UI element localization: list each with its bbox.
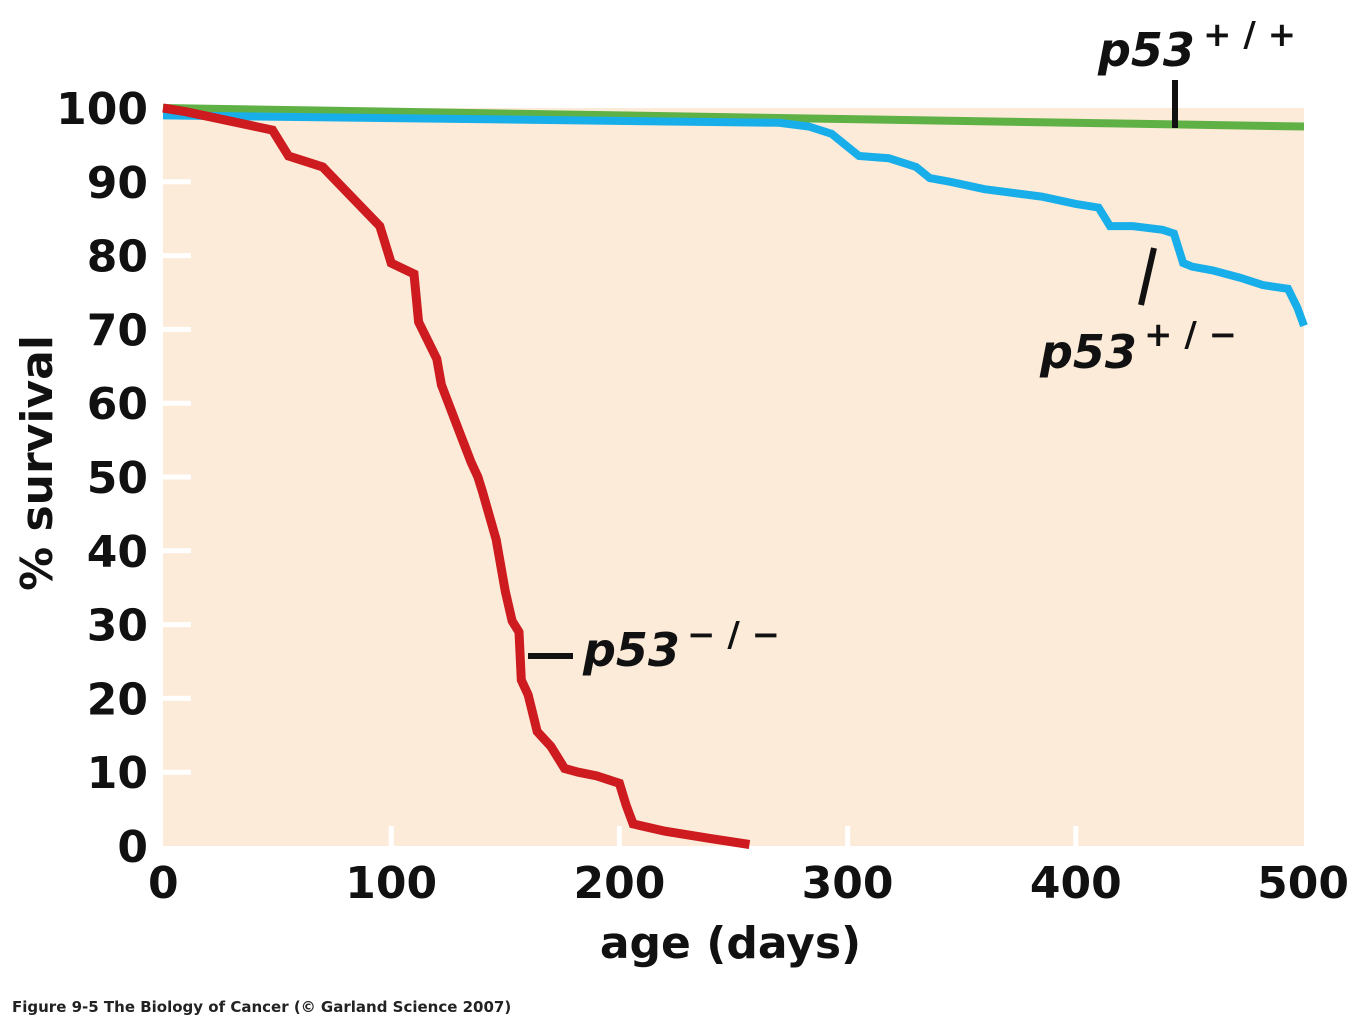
plot-area xyxy=(163,108,1304,846)
x-tick-label: 400 xyxy=(1030,858,1122,909)
label-leader-lines xyxy=(528,80,1178,659)
axis-ticks xyxy=(163,179,1079,846)
y-tick-label: 60 xyxy=(87,379,148,430)
y-tick-label: 50 xyxy=(87,453,148,504)
p53-heterozygous-line xyxy=(162,111,1308,328)
y-tick-label: 0 xyxy=(117,822,148,873)
y-tick-label: 90 xyxy=(87,158,148,209)
y-tick-label: 10 xyxy=(87,748,148,799)
series-labels: p53 + / +p53 + / −p53− / − xyxy=(582,15,1296,677)
label-p53-heterozygous: p53 xyxy=(1039,325,1137,379)
y-tick-label: 100 xyxy=(56,84,148,135)
x-tick-label: 0 xyxy=(148,858,179,909)
y-tick-label: 40 xyxy=(87,527,148,578)
y-tick-label: 20 xyxy=(87,674,148,725)
label-p53-wildtype: p53 xyxy=(1097,23,1195,77)
x-tick-label: 300 xyxy=(802,858,894,909)
leader-heterozygous xyxy=(1138,247,1157,306)
label-p53-wildtype-genotype: + / + xyxy=(1203,15,1296,55)
x-tick-label: 500 xyxy=(1257,858,1349,909)
y-tick-label: 70 xyxy=(87,305,148,356)
tick-labels: 0 10 20 30 40 50 60 70 80 90 100 0 100 200 300 400 500 xyxy=(56,84,1349,909)
x-axis-title: age (days) xyxy=(600,918,861,969)
x-tick-label: 200 xyxy=(573,858,665,909)
p53-wildtype-line xyxy=(162,104,1305,131)
series-lines xyxy=(162,103,1308,849)
label-p53-heterozygous-genotype: + / − xyxy=(1144,315,1237,355)
label-p53-null: p53 xyxy=(582,623,680,677)
figure-caption: Figure 9-5 The Biology of Cancer (© Garl… xyxy=(12,998,512,1016)
y-axis-title: % survival xyxy=(12,335,63,591)
label-p53-null-genotype: − / − xyxy=(687,615,780,655)
y-tick-label: 30 xyxy=(87,601,148,652)
x-tick-label: 100 xyxy=(345,858,437,909)
y-tick-label: 80 xyxy=(87,232,148,283)
p53-null-line xyxy=(162,103,751,849)
